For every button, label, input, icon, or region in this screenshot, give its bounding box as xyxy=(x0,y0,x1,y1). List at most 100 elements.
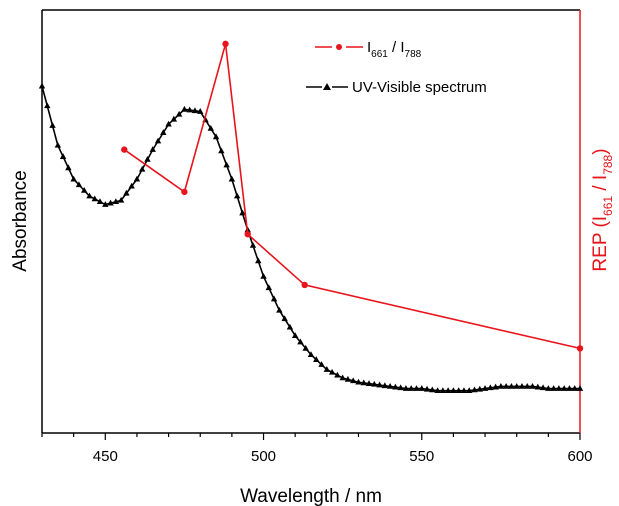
uv-point xyxy=(86,192,93,199)
uv-point xyxy=(529,382,536,389)
uv-point xyxy=(255,257,262,264)
uv-point xyxy=(107,199,114,206)
ratio-point xyxy=(121,146,128,153)
uv-point xyxy=(334,371,341,378)
legend-marker-triangle xyxy=(323,83,331,90)
uv-point xyxy=(349,377,357,384)
plot-frame xyxy=(41,9,581,434)
uv-point xyxy=(492,383,499,390)
uv-point xyxy=(265,284,273,291)
uv-point xyxy=(80,186,88,193)
legend-entry-uv: UV-Visible spectrum xyxy=(306,79,487,96)
uv-point xyxy=(286,323,294,330)
uv-point xyxy=(444,387,452,393)
uv-point xyxy=(318,361,325,367)
uv-point xyxy=(291,332,299,339)
uv-point xyxy=(233,192,241,199)
legend-ratio-sub2: 788 xyxy=(405,49,422,60)
uv-point xyxy=(218,147,225,154)
uv-point xyxy=(471,386,478,393)
uv-point xyxy=(160,129,167,135)
uv-point xyxy=(186,106,193,113)
uv-point xyxy=(339,374,346,381)
right-title-end: ) xyxy=(590,148,611,154)
uv-point xyxy=(497,382,505,389)
uv-point xyxy=(429,386,436,393)
uv-point xyxy=(170,115,178,122)
uv-point xyxy=(139,165,146,172)
right-title-mid: / I xyxy=(590,175,611,196)
uv-point xyxy=(59,153,67,159)
uv-point xyxy=(112,198,120,205)
uv-point xyxy=(181,105,188,112)
uv-point xyxy=(323,366,331,372)
legend-entry-ratio: I661 / I788 xyxy=(315,39,422,60)
uv-point xyxy=(455,387,462,393)
uv-point xyxy=(96,198,104,205)
uv-point xyxy=(175,110,183,117)
uv-point xyxy=(276,306,283,313)
uv-point xyxy=(508,382,515,389)
uv-point xyxy=(49,122,56,128)
ratio-point xyxy=(576,345,584,352)
series-line xyxy=(123,43,581,350)
uv-point xyxy=(481,385,489,391)
uv-point xyxy=(123,189,130,196)
right-title-sub1: 661 xyxy=(601,196,615,216)
x-tick-label: 450 xyxy=(93,448,118,465)
uv-point xyxy=(418,385,425,391)
uv-point xyxy=(70,175,77,182)
legend-ratio-main: I xyxy=(367,39,371,56)
uv-point xyxy=(476,385,483,392)
uv-point xyxy=(154,137,162,144)
legend-label-ratio: I661 / I788 xyxy=(367,39,422,60)
uv-point xyxy=(524,382,531,389)
uv-point xyxy=(360,379,367,386)
uv-point xyxy=(502,382,510,389)
uv-point xyxy=(386,382,394,389)
uv-point xyxy=(439,387,447,393)
uv-point xyxy=(566,385,573,391)
uv-point xyxy=(207,124,214,131)
uv-point xyxy=(260,272,267,279)
uv-point xyxy=(560,385,568,391)
uv-point xyxy=(328,368,336,375)
uv-point xyxy=(571,385,578,391)
x-axis-title: Wavelength / nm xyxy=(240,486,382,506)
y-axis-title-right: REP (I661 / I788) xyxy=(590,148,615,271)
uv-point xyxy=(249,241,257,248)
uv-point xyxy=(102,201,109,207)
uv-point xyxy=(397,384,404,391)
series-uv xyxy=(38,82,584,393)
uv-point xyxy=(513,382,520,389)
series-layer xyxy=(38,40,584,393)
uv-point xyxy=(381,382,389,389)
uv-point xyxy=(281,315,288,322)
uv-point xyxy=(197,108,204,114)
uv-point xyxy=(313,356,320,362)
uv-point xyxy=(408,385,415,391)
ratio-point xyxy=(222,40,229,48)
legend-ratio-mid: / I xyxy=(388,39,405,56)
x-tick-label: 500 xyxy=(251,448,276,465)
uv-point xyxy=(212,133,220,140)
uv-point xyxy=(91,195,98,202)
uv-point xyxy=(128,182,135,189)
right-title-sub2: 788 xyxy=(601,154,615,174)
uv-point xyxy=(534,383,542,390)
ratio-point xyxy=(181,188,188,196)
uv-point xyxy=(117,196,125,203)
x-tick-label: 600 xyxy=(567,448,592,465)
uv-point xyxy=(133,175,141,182)
legend-ratio-sub1: 661 xyxy=(371,49,388,60)
legend-marker-circle xyxy=(336,44,342,50)
uv-point xyxy=(376,381,383,388)
uv-point xyxy=(539,384,547,391)
uv-point xyxy=(355,378,362,385)
series-line xyxy=(41,85,580,392)
uv-point xyxy=(487,384,494,391)
uv-point xyxy=(371,380,378,387)
uv-point xyxy=(228,175,236,182)
uv-point xyxy=(545,385,552,391)
